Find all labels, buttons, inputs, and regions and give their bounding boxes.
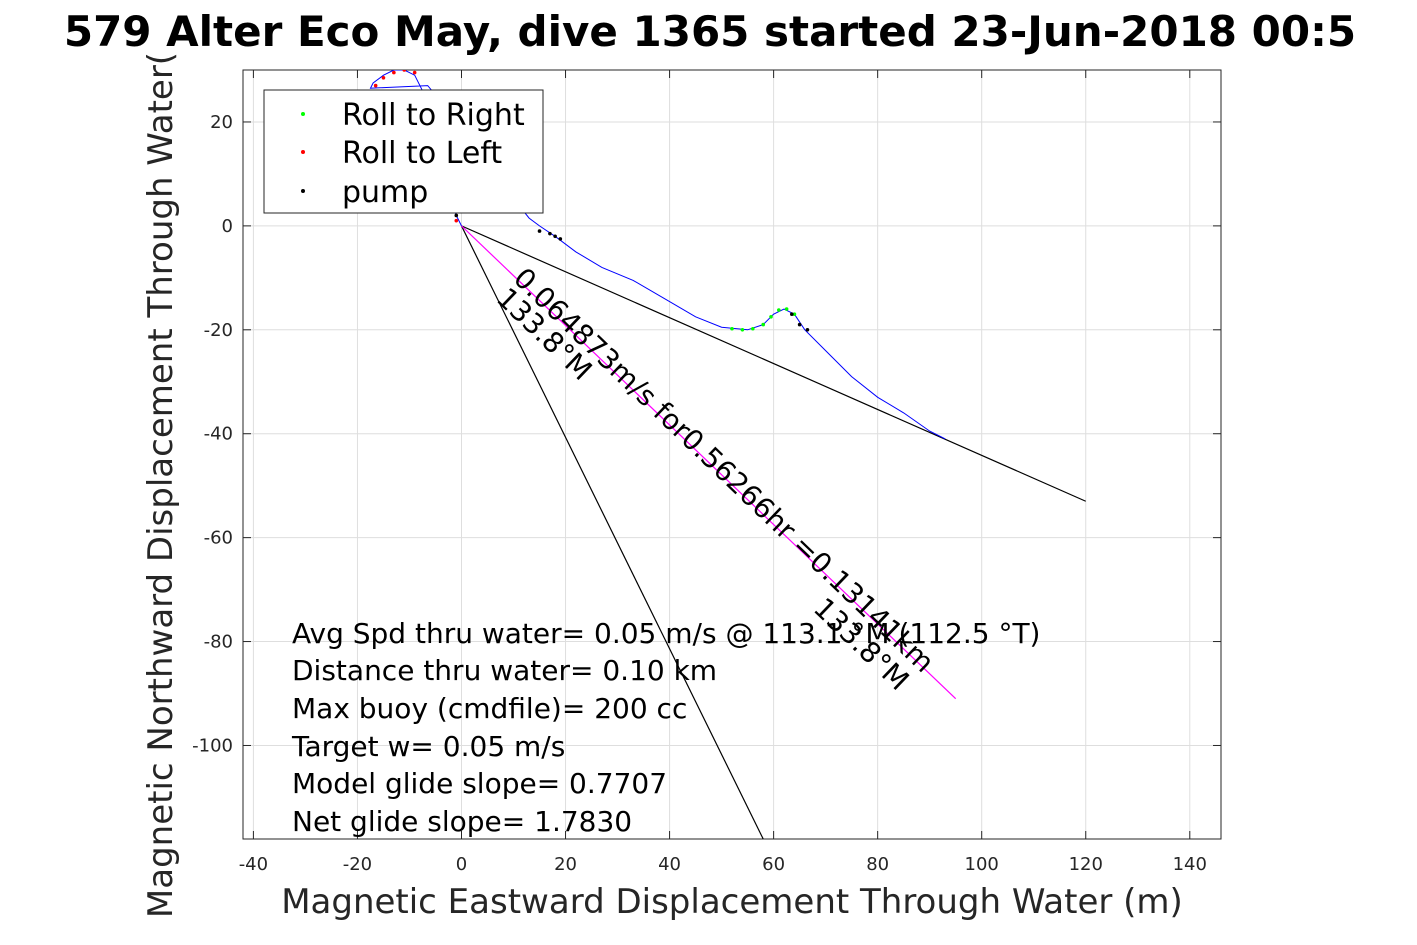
x-tick-label: 60 <box>762 854 785 875</box>
x-tick-label: 20 <box>554 854 577 875</box>
pump-point <box>797 322 802 327</box>
y-tick-label: -40 <box>204 424 233 445</box>
y-tick-label: 20 <box>210 112 233 133</box>
legend-marker-roll-left <box>301 150 305 154</box>
legend-label-pump: pump <box>342 175 428 210</box>
plot-frame <box>242 69 1222 840</box>
y-tick-label: -20 <box>204 320 233 341</box>
roll-right-point <box>761 322 766 327</box>
reference-line-2 <box>461 225 957 700</box>
x-tick-label: 40 <box>658 854 681 875</box>
legend: Roll to Right Roll to Left pump <box>263 89 544 214</box>
pump-point <box>454 213 459 218</box>
x-tick-label: -40 <box>239 854 268 875</box>
legend-label-roll-right: Roll to Right <box>342 98 525 133</box>
x-tick-label: 120 <box>1069 854 1103 875</box>
markers <box>373 70 810 332</box>
legend-box <box>263 89 544 214</box>
legend-marker-pump <box>301 189 305 193</box>
roll-right-point <box>769 315 773 319</box>
y-tick-label: -100 <box>192 735 233 756</box>
stat-distance: Distance thru water= 0.10 km <box>292 654 717 687</box>
legend-label-roll-left: Roll to Left <box>342 136 502 171</box>
roll-left-point <box>373 83 378 88</box>
pump-point <box>805 327 810 332</box>
stat-avg-speed: Avg Spd thru water= 0.05 m/s @ 113.1 °M … <box>292 617 1040 650</box>
legend-marker-roll-right <box>301 112 305 116</box>
roll-left-point <box>381 75 386 80</box>
roll-right-point <box>792 312 797 317</box>
roll-left-point <box>454 218 459 223</box>
pump-point <box>548 231 552 236</box>
roll-left-point <box>412 70 417 75</box>
roll-right-point <box>751 326 755 331</box>
roll-right-point <box>740 327 745 332</box>
roll-left-point <box>392 70 396 75</box>
chart-title: 579 Alter Eco May, dive 1365 started 23-… <box>64 7 1356 56</box>
x-tick-label: 100 <box>965 854 999 875</box>
ticks: -40 -20 0 20 40 60 80 100 120 140 20 0 -20 -40 -60 -80 -… <box>192 70 1221 875</box>
x-tick-label: -20 <box>343 854 372 875</box>
stat-model-glide: Model glide slope= 0.7707 <box>292 767 667 800</box>
x-axis-label: Magnetic Eastward Displacement Through W… <box>281 882 1183 922</box>
roll-right-point <box>784 307 789 311</box>
x-tick-label: 0 <box>456 854 467 875</box>
stat-net-glide: Net glide slope= 1.7830 <box>292 805 632 838</box>
x-tick-label: 140 <box>1173 854 1207 875</box>
pump-point <box>553 234 557 239</box>
stat-target-w: Target w= 0.05 m/s <box>291 730 565 763</box>
pump-point <box>537 229 542 233</box>
roll-right-point <box>777 308 781 312</box>
pump-point <box>558 237 563 241</box>
roll-right-point <box>730 326 734 331</box>
y-tick-label: 0 <box>222 216 233 237</box>
reference-lines <box>460 225 1086 839</box>
y-tick-label: -80 <box>204 632 233 653</box>
pump-point <box>790 312 794 317</box>
reference-line-0 <box>461 225 1086 502</box>
reference-line-1 <box>460 225 764 839</box>
x-tick-label: 80 <box>866 854 889 875</box>
roll-left-point <box>402 70 407 72</box>
y-tick-label: -60 <box>204 528 233 549</box>
stat-max-buoy: Max buoy (cmdfile)= 200 cc <box>292 692 687 725</box>
stats-block: Avg Spd thru water= 0.05 m/s @ 113.1 °M … <box>291 617 1040 838</box>
y-axis-label: Magnetic Northward Displacement Through … <box>141 52 181 918</box>
